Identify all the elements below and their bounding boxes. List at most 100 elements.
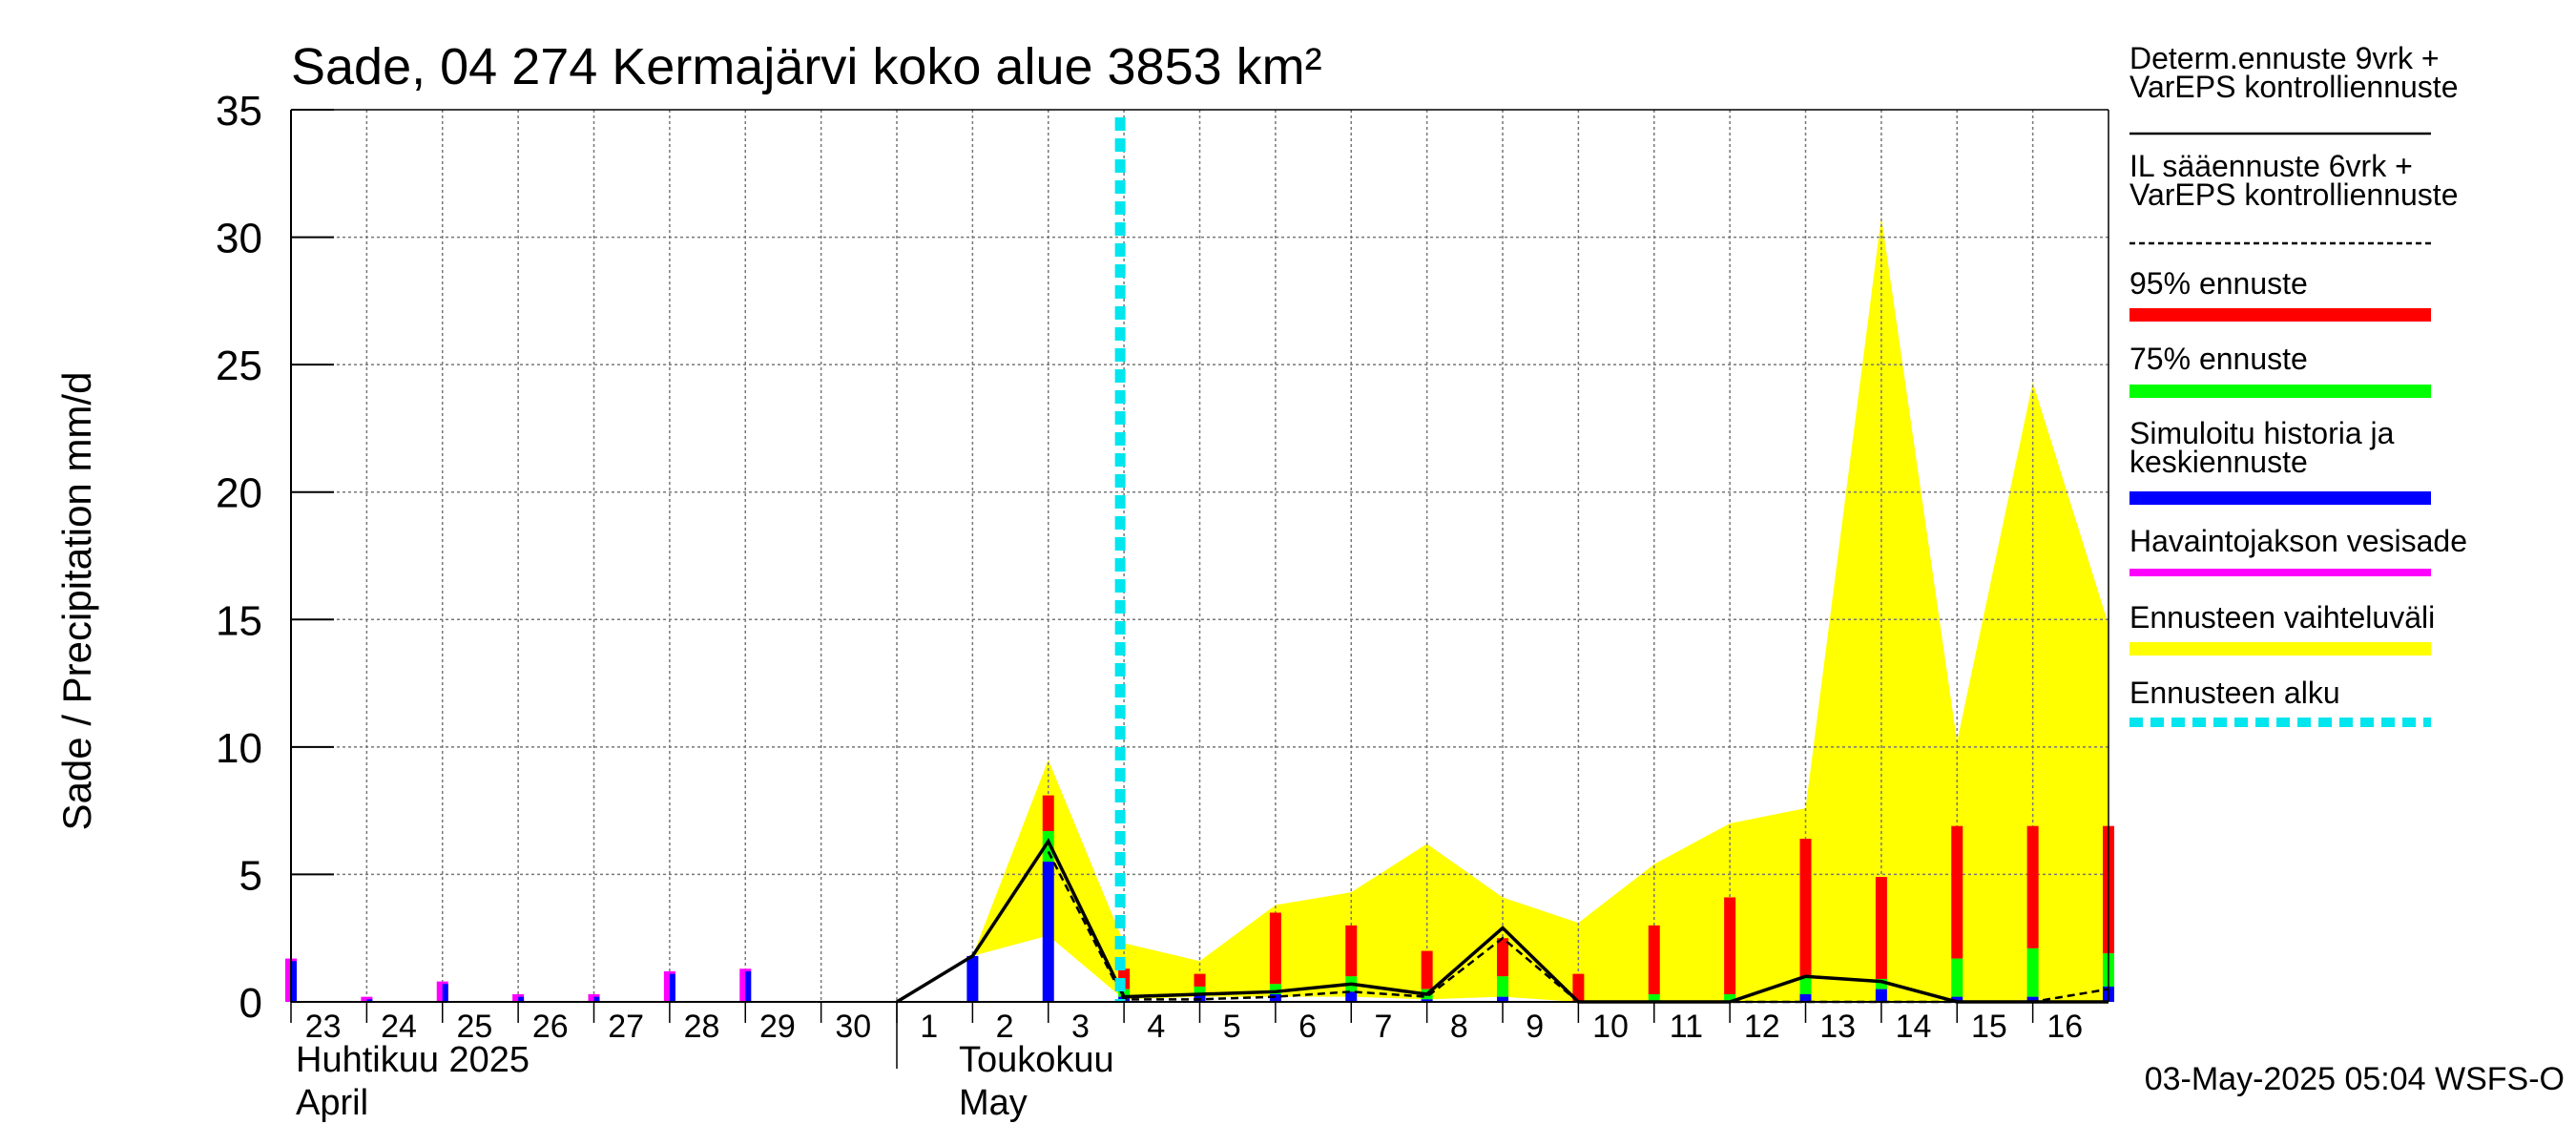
y-tick-label: 25 (216, 343, 262, 389)
bar-95pct (1269, 912, 1281, 985)
y-tick-label: 10 (216, 725, 262, 772)
bar-75pct (1724, 993, 1736, 1002)
bar-simulated (366, 999, 373, 1002)
legend-item: IL sääennuste 6vrk + VarEPS kontrollienn… (2129, 149, 2458, 245)
x-tick-label: 27 (608, 1009, 644, 1045)
x-tick-label: 9 (1526, 1009, 1544, 1045)
bar-75pct (1269, 984, 1281, 994)
x-tick-label: 26 (532, 1009, 569, 1045)
bar-95pct (2026, 825, 2039, 948)
bar-95pct (1648, 925, 1660, 994)
bar-simulated (1042, 862, 1054, 1002)
bar-simulated (669, 973, 675, 1002)
month-label-english: April (296, 1083, 368, 1123)
legend-label: VarEPS kontrolliennuste (2129, 177, 2458, 212)
bar-simulated (966, 955, 979, 1002)
y-tick-label: 15 (216, 597, 262, 644)
bar-simulated (1799, 993, 1812, 1002)
x-tick-label: 1 (920, 1009, 938, 1045)
y-tick-label: 35 (216, 88, 262, 135)
x-tick-label: 11 (1670, 1009, 1703, 1045)
bar-simulated (1421, 999, 1433, 1002)
month-label-english: May (959, 1083, 1028, 1123)
x-tick-label: 4 (1147, 1009, 1165, 1045)
legend-label: Ennusteen vaihteluväli (2129, 600, 2435, 635)
x-tick-label: 25 (457, 1009, 493, 1045)
bar-simulated (2026, 996, 2039, 1002)
x-tick-label: 13 (1819, 1009, 1856, 1045)
bar-95pct (1724, 897, 1736, 994)
bar-simulated (745, 970, 752, 1002)
x-tick-label: 16 (2046, 1009, 2083, 1045)
deterministic-forecast-line (896, 838, 2109, 1004)
bar-simulated (1345, 991, 1358, 1002)
legend-item: Ennusteen alku (2129, 676, 2431, 727)
bar-95pct (1042, 795, 1054, 832)
x-tick-label: 12 (1744, 1009, 1780, 1045)
bar-75pct (1194, 986, 1206, 994)
legend-item: Havaintojakson vesisade (2129, 524, 2467, 576)
bar-simulated (518, 996, 525, 1002)
legend-label: keskiennuste (2129, 445, 2308, 479)
x-tick-label: 2 (996, 1009, 1014, 1045)
x-tick-label: 5 (1223, 1009, 1241, 1045)
bar-75pct (1799, 976, 1812, 994)
bar-simulated (291, 961, 297, 1002)
legend: Determ.ennuste 9vrk +VarEPS kontrollienn… (2129, 41, 2467, 727)
bar-simulated (1951, 996, 1963, 1002)
legend-label: 75% ennuste (2129, 342, 2308, 376)
bar-95pct (1194, 973, 1206, 987)
y-axis-label: Sade / Precipitation mm/d (54, 372, 99, 831)
bar-95pct (1799, 839, 1812, 977)
bar-simulated (1497, 996, 1508, 1002)
legend-label: VarEPS kontrolliennuste (2129, 70, 2458, 104)
bar-simulated (442, 984, 448, 1002)
legend-label: Ennusteen alku (2129, 676, 2340, 710)
y-tick-label: 5 (239, 852, 262, 899)
chart-title: Sade, 04 274 Kermajärvi koko alue 3853 k… (291, 38, 1322, 95)
x-tick-label: 29 (759, 1009, 796, 1045)
legend-label: Simuloitu historia ja (2129, 416, 2395, 450)
legend-label: 95% ennuste (2129, 266, 2308, 301)
legend-label: IL sääennuste 6vrk + (2129, 149, 2413, 183)
bar-75pct (2026, 947, 2039, 997)
x-tick-label: 15 (1971, 1009, 2007, 1045)
legend-label: Determ.ennuste 9vrk + (2129, 41, 2440, 75)
y-tick-label: 20 (216, 470, 262, 517)
month-label: Toukokuu (959, 1040, 1114, 1080)
legend-item: Ennusteen vaihteluväli (2129, 600, 2435, 656)
x-tick-label: 3 (1071, 1009, 1090, 1045)
bar-95pct (1345, 925, 1358, 977)
bar-95pct (1497, 938, 1508, 977)
legend-item: 95% ennuste (2129, 266, 2431, 322)
bar-75pct (1497, 976, 1508, 997)
x-tick-label: 10 (1592, 1009, 1629, 1045)
bar-75pct (1875, 978, 1887, 989)
bar-75pct (1042, 831, 1054, 863)
bar-95pct (1572, 973, 1585, 1002)
y-tick-label: 30 (216, 216, 262, 262)
x-tick-label: 28 (684, 1009, 720, 1045)
x-tick-label: 24 (381, 1009, 417, 1045)
month-label: Huhtikuu 2025 (296, 1040, 530, 1080)
bar-simulated (1269, 993, 1281, 1002)
bar-75pct (1648, 993, 1660, 1002)
bar-simulated (593, 996, 600, 1002)
bar-simulated (1875, 989, 1887, 1002)
legend-item: 75% ennuste (2129, 342, 2431, 398)
bar-simulated (1194, 993, 1206, 1002)
x-tick-label: 14 (1896, 1009, 1932, 1045)
x-tick-label: 23 (305, 1009, 342, 1045)
y-tick-label: 0 (239, 980, 262, 1027)
forecast-range-area (897, 217, 2109, 1002)
x-tick-label: 8 (1450, 1009, 1468, 1045)
legend-item: Determ.ennuste 9vrk +VarEPS kontrollienn… (2129, 41, 2458, 135)
x-tick-label: 30 (835, 1009, 871, 1045)
x-tick-label: 6 (1298, 1009, 1317, 1045)
bar-95pct (1421, 950, 1433, 989)
timestamp-footer: 03-May-2025 05:04 WSFS-O (2145, 1061, 2565, 1097)
bar-95pct (1875, 877, 1887, 979)
